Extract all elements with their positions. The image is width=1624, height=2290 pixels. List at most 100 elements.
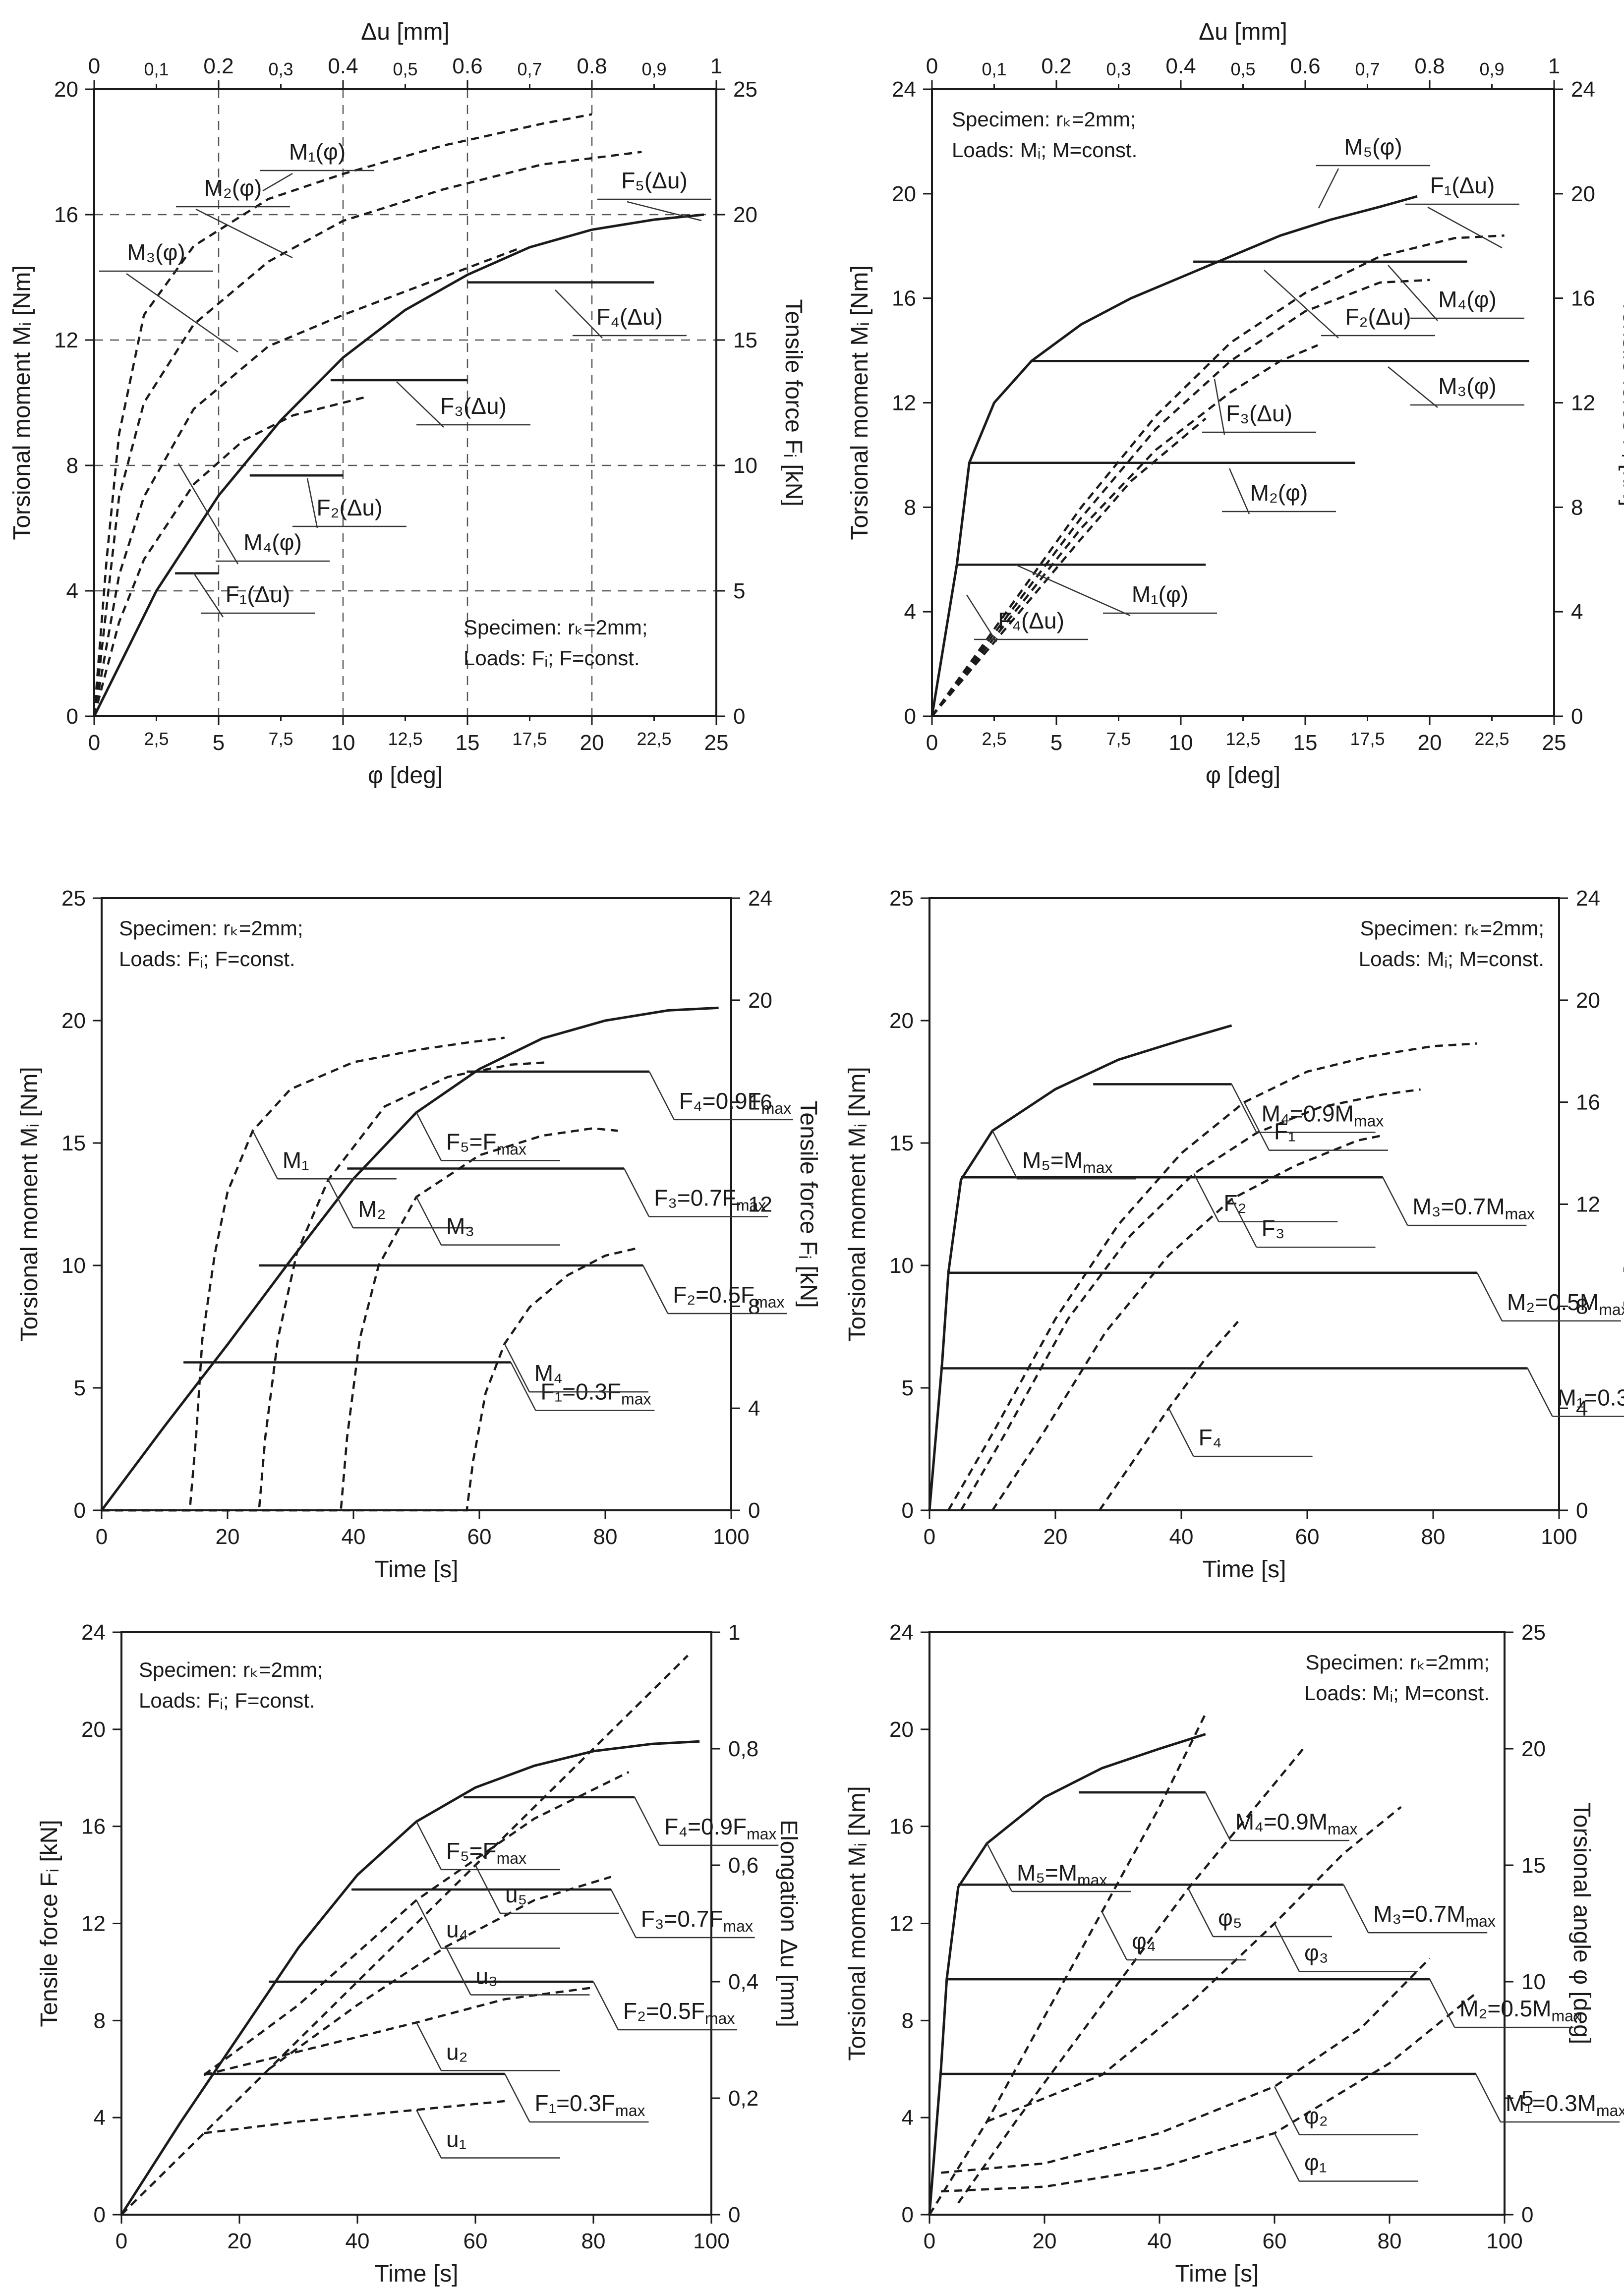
leader-line xyxy=(328,1179,354,1228)
x-tick-label: 60 xyxy=(1295,1525,1320,1549)
specimen-note: Specimen: rₖ=2mm; xyxy=(1360,916,1545,940)
x2-tick-label: 0.6 xyxy=(1290,54,1320,78)
series--1 xyxy=(941,1992,1477,2193)
curve-label: F₂ xyxy=(1223,1190,1246,1216)
series-m3- xyxy=(93,248,518,717)
label-subscript: max xyxy=(615,2102,645,2119)
x-minor-tick-label: 12,5 xyxy=(1225,729,1260,749)
curve-label: M₂ xyxy=(358,1196,386,1222)
y2-axis-label: Elongation Δu [mm] xyxy=(775,1820,802,2027)
leader-line xyxy=(1343,1884,1369,1933)
y-tick-label: 8 xyxy=(904,495,916,519)
curve-label: F₃(Δu) xyxy=(1226,401,1292,426)
x2-minor-tick-label: 0,1 xyxy=(144,59,169,79)
curve-label: F₄ xyxy=(1199,1425,1222,1450)
curve-label: F₂=0.5Fmax xyxy=(673,1282,784,1311)
label-subscript: max xyxy=(1552,2007,1581,2025)
series--4 xyxy=(928,1713,1207,2216)
curve-label: u₂ xyxy=(446,2039,467,2064)
curve-label: F₁(Δu) xyxy=(226,581,290,607)
x-minor-tick-label: 12,5 xyxy=(388,729,422,749)
y2-axis-label: Torsional angle φ [deg] xyxy=(1568,1803,1595,2044)
x2-tick-label: 0.8 xyxy=(1414,54,1445,78)
x-tick-label: 15 xyxy=(456,731,480,755)
label-subscript: max xyxy=(1465,1912,1495,1930)
leader-line xyxy=(991,1130,1018,1179)
x2-tick-label: 0.6 xyxy=(452,54,482,78)
y2-tick-label: 4 xyxy=(1571,600,1583,624)
x2-tick-label: 0 xyxy=(926,54,938,78)
y2-tick-label: 25 xyxy=(733,77,757,102)
y2-tick-label: 0 xyxy=(733,704,745,729)
x-tick-label: 40 xyxy=(1148,2229,1172,2253)
curve-label: φ₂ xyxy=(1304,2103,1328,2129)
curve-label: M₁=0.3Mmax xyxy=(1506,2090,1624,2119)
x-tick-label: 100 xyxy=(693,2229,729,2253)
x2-minor-tick-label: 0,5 xyxy=(1230,59,1255,79)
specimen-note: Specimen: rₖ=2mm; xyxy=(119,916,303,940)
y2-tick-label: 15 xyxy=(733,328,757,352)
y2-tick-label: 0,8 xyxy=(728,1737,758,1761)
y-tick-label: 4 xyxy=(66,579,78,603)
y-tick-label: 24 xyxy=(892,77,916,102)
x2-minor-tick-label: 0,5 xyxy=(393,59,417,79)
y-tick-label: 0 xyxy=(66,704,78,729)
curve-label: F₁(Δu) xyxy=(1430,172,1495,198)
leader-line xyxy=(592,1981,619,2030)
x2-axis-label: Δu [mm] xyxy=(361,19,450,45)
x-tick-label: 60 xyxy=(467,1525,492,1549)
curve-label: F₂=0.5Fmax xyxy=(623,1998,735,2027)
label-subscript: max xyxy=(497,1849,526,1867)
y-tick-label: 25 xyxy=(61,886,86,911)
y-tick-label: 15 xyxy=(61,1131,86,1155)
leader-line xyxy=(1187,1888,1214,1937)
x2-tick-label: 1 xyxy=(710,54,722,78)
curve-label: M₁(φ) xyxy=(1132,581,1188,607)
specimen-note: Loads: Fᵢ; F=const. xyxy=(139,1689,315,1712)
x-tick-label: 80 xyxy=(1421,1525,1446,1549)
leader-line xyxy=(415,1197,442,1246)
y-tick-label: 10 xyxy=(61,1254,86,1278)
leader-line xyxy=(627,201,702,222)
y2-tick-label: 5 xyxy=(1521,2086,1533,2111)
curve-label: F₁=0.3Fmax xyxy=(535,2090,645,2119)
curve-label: F₂(Δu) xyxy=(317,495,383,520)
leader-line xyxy=(1193,1173,1219,1222)
leader-line xyxy=(1476,1272,1503,1321)
x-minor-tick-label: 22,5 xyxy=(1474,729,1509,749)
curve-label: M₂=0.5Mmax xyxy=(1507,1289,1624,1318)
leader-line xyxy=(634,1797,660,1846)
label-subscript: max xyxy=(747,1825,776,1843)
series-m1 xyxy=(102,1036,505,1512)
y2-tick-label: 12 xyxy=(1576,1193,1600,1217)
leader-line xyxy=(306,478,318,528)
leader-line xyxy=(1274,2132,1300,2182)
y2-tick-label: 0,2 xyxy=(728,2086,758,2111)
leader-line xyxy=(1016,564,1131,617)
y2-tick-label: 1 xyxy=(728,1620,740,1645)
y-tick-label: 8 xyxy=(902,2008,914,2033)
label-subscript: max xyxy=(1328,1820,1357,1838)
x-tick-label: 80 xyxy=(1378,2229,1402,2253)
y-axis-label: Torsional moment Mᵢ [Nm] xyxy=(844,1067,870,1341)
x-tick-label: 10 xyxy=(1169,731,1193,755)
y-axis-label: Torsional moment Mᵢ [Nm] xyxy=(844,1786,870,2061)
y-tick-label: 5 xyxy=(902,1376,914,1400)
x-tick-label: 40 xyxy=(342,1525,366,1549)
curve-label: M₅(φ) xyxy=(1344,134,1402,160)
x-minor-tick-label: 7,5 xyxy=(1106,729,1131,749)
panel-e: 0 20 40 60 80 100 Time [s] 0 4 8 12 16 20 24 Tensile f… xyxy=(36,1620,802,2287)
curve-label: M₄(φ) xyxy=(1438,286,1497,312)
curve-label: F₄(Δu) xyxy=(998,608,1064,633)
leader-line xyxy=(1475,2073,1502,2122)
leader-line xyxy=(445,1946,471,1996)
x2-tick-label: 0 xyxy=(88,54,100,78)
leader-line xyxy=(1382,1177,1408,1226)
y2-tick-label: 8 xyxy=(1576,1294,1588,1318)
y2-tick-label: 12 xyxy=(748,1193,772,1217)
leader-line xyxy=(415,1821,442,1870)
specimen-note: Specimen: rₖ=2mm; xyxy=(1306,1651,1490,1674)
series-f2-u- xyxy=(931,279,1430,717)
x2-minor-tick-label: 0,9 xyxy=(641,59,666,79)
